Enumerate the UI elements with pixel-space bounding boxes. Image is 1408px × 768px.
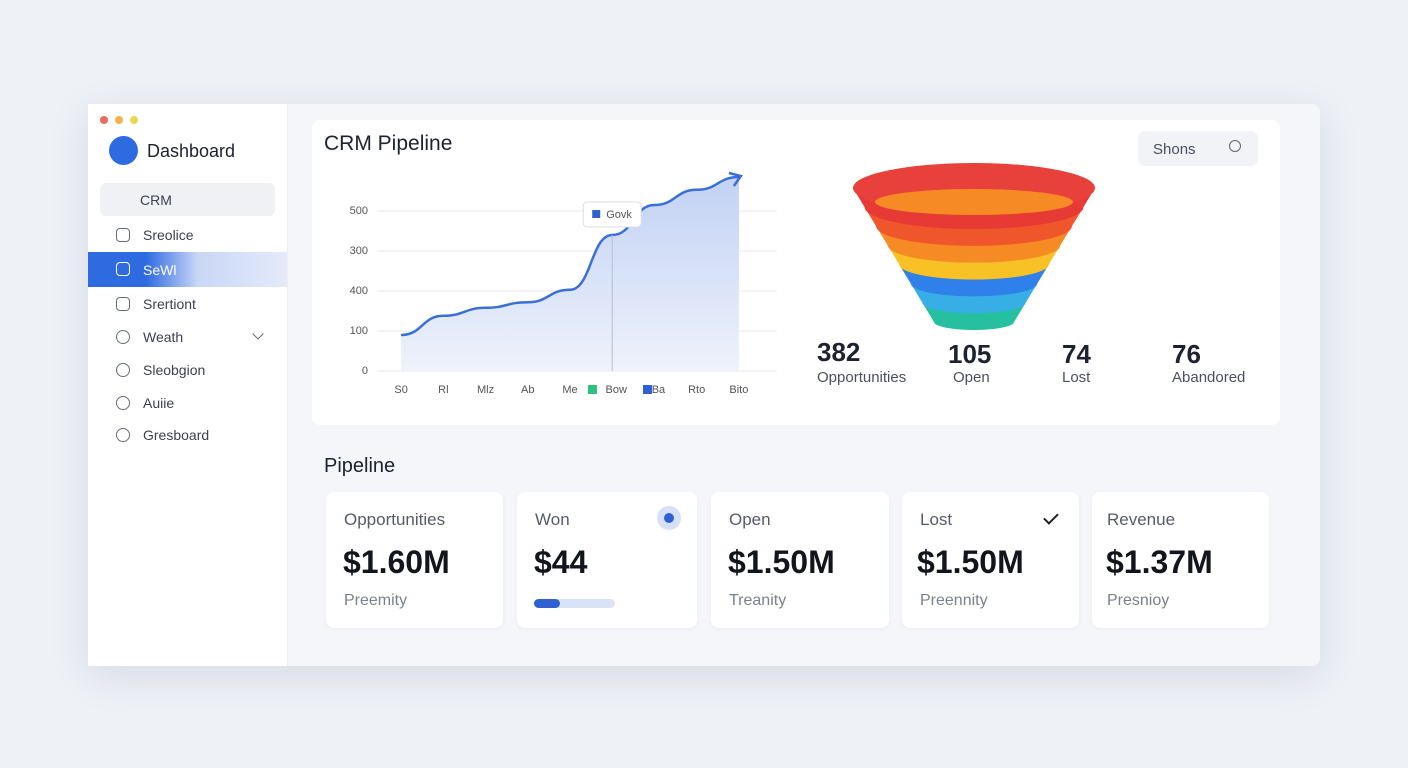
stat-value: 105	[948, 339, 992, 369]
area	[401, 177, 739, 371]
nav-item[interactable]: Sreolice	[143, 227, 194, 243]
stat-label: Open	[953, 369, 990, 386]
card-title: Revenue	[1107, 510, 1176, 529]
x-tick-label: S0	[394, 384, 407, 396]
legend-square	[588, 385, 597, 394]
nav-item[interactable]: SeWl	[143, 262, 177, 278]
card[interactable]: Won $44	[517, 492, 697, 628]
x-tick-label: Mlz	[477, 384, 494, 396]
card-sub: Preemity	[344, 592, 408, 609]
card-value: $1.50M	[917, 544, 1024, 580]
tooltip-swatch	[592, 210, 601, 218]
y-tick-label: 500	[350, 205, 368, 217]
card-value: $44	[534, 544, 588, 580]
card-title: Lost	[920, 510, 953, 529]
card-value: $1.50M	[728, 544, 835, 580]
x-tick-label: Bito	[729, 384, 748, 396]
card-sub: Presnioy	[1107, 592, 1170, 609]
section-title: Pipeline	[324, 455, 396, 477]
logo	[109, 136, 138, 165]
nav-item[interactable]: Sleobgion	[143, 362, 206, 378]
icon	[116, 428, 130, 442]
progress-track	[534, 599, 615, 608]
card[interactable]: Opportunities $1.60M Preemity	[326, 492, 503, 628]
status-dot	[657, 506, 681, 530]
nav-item[interactable]: Gresboard	[143, 427, 210, 443]
card-sub: Preennity	[920, 592, 988, 609]
x-tick-label: Ba	[652, 384, 666, 396]
card-title: Open	[729, 510, 771, 529]
card-title: Won	[535, 510, 570, 529]
x-tick-label: Rl	[438, 384, 448, 396]
active-item-bg	[88, 252, 287, 287]
y-tick-label: 100	[350, 325, 368, 337]
card-title: Opportunities	[344, 510, 446, 529]
stat-label: Abandored	[1172, 369, 1246, 386]
y-tick-label: 400	[350, 285, 368, 297]
x-tick-label: Ab	[521, 384, 534, 396]
button-label: Shons	[1153, 141, 1196, 158]
panel-title: CRM Pipeline	[324, 132, 453, 155]
nav-item[interactable]: CRM	[140, 192, 172, 208]
legend-square	[643, 385, 652, 394]
x-tick-label: Rto	[688, 384, 705, 396]
card-value: $1.60M	[343, 544, 450, 580]
icon	[116, 262, 130, 276]
card-value: $1.37M	[1106, 544, 1213, 580]
max-dot[interactable]	[130, 116, 138, 124]
min-dot[interactable]	[115, 116, 123, 124]
tooltip-text: Govk	[606, 209, 632, 221]
card[interactable]: Lost $1.50M Preennity	[902, 492, 1079, 628]
card-sub: Treanity	[729, 592, 787, 609]
status-dot-core	[664, 513, 674, 523]
icon	[116, 396, 130, 410]
close-dot[interactable]	[100, 116, 108, 124]
stat-value: 74	[1062, 339, 1091, 369]
funnel	[853, 163, 1095, 330]
stat-label: Opportunities	[817, 369, 907, 386]
top-panel	[312, 120, 1280, 425]
nav-item[interactable]: Weath	[143, 329, 184, 345]
stat-value: 382	[817, 337, 861, 367]
item-bg	[100, 183, 275, 216]
user-icon	[1229, 140, 1241, 152]
line	[401, 175, 739, 337]
icon	[116, 363, 130, 377]
x-tick-label: Me	[562, 384, 577, 396]
nav-item[interactable]: Auiie	[143, 395, 175, 411]
y-tick-label: 0	[362, 365, 368, 377]
tooltip-box	[582, 201, 642, 228]
icon	[116, 228, 130, 242]
funnel-inner	[875, 189, 1073, 215]
icon	[116, 330, 130, 344]
x-tick-label: Bow	[606, 384, 627, 396]
icon	[116, 297, 130, 311]
sidebar-title: Dashboard	[147, 141, 236, 161]
card[interactable]: Revenue $1.37M Presnioy	[1092, 492, 1269, 628]
y-tick-label: 300	[350, 245, 368, 257]
stat-value: 76	[1172, 339, 1201, 369]
stat-label: Lost	[1062, 369, 1091, 386]
card[interactable]: Open $1.50M Treanity	[711, 492, 889, 628]
arrow-head	[728, 171, 743, 187]
progress-fill	[534, 599, 560, 608]
check-icon	[1043, 509, 1059, 525]
nav-item[interactable]: Srertiont	[143, 296, 196, 312]
